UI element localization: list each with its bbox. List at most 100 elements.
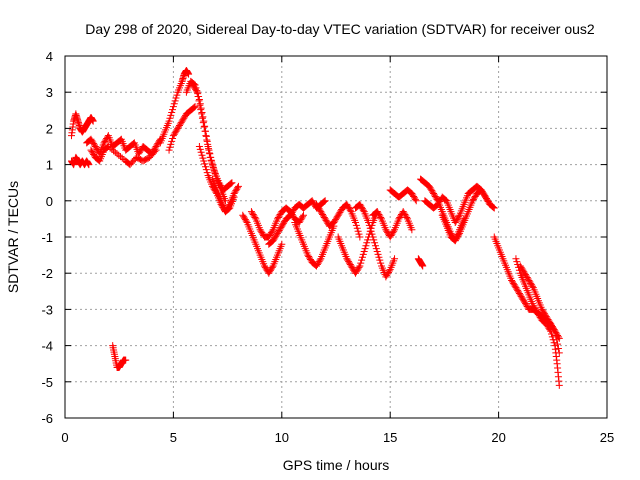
data-point [513, 258, 521, 266]
data-point [383, 271, 391, 279]
data-point [197, 148, 205, 156]
data-point [202, 166, 210, 174]
data-point [528, 282, 536, 290]
data-point [201, 163, 209, 171]
data-point [274, 228, 282, 236]
data-point [454, 214, 462, 222]
data-point [273, 229, 281, 237]
data-point [270, 235, 278, 243]
data-point [377, 213, 385, 221]
data-point [469, 195, 477, 203]
data-point [478, 187, 486, 195]
data-point [193, 88, 201, 96]
data-point [319, 198, 327, 206]
data-point [319, 211, 327, 219]
data-point [250, 212, 258, 220]
data-point [452, 235, 460, 243]
data-point [265, 233, 273, 241]
data-point [166, 143, 174, 151]
data-point [358, 203, 366, 211]
data-point [512, 255, 520, 263]
data-point [321, 215, 329, 223]
data-point [198, 110, 206, 118]
data-point [106, 144, 114, 152]
data-point [372, 245, 380, 253]
data-point [521, 298, 529, 306]
series-mid-1 [239, 211, 286, 277]
series-decline-b [189, 81, 236, 194]
data-point [268, 263, 276, 271]
data-point [442, 196, 450, 204]
data-point [435, 199, 443, 207]
data-point [280, 219, 288, 227]
data-point [401, 211, 409, 219]
data-point [240, 213, 248, 221]
data-point [427, 185, 435, 193]
data-point [347, 262, 355, 270]
data-point [204, 140, 212, 148]
series-mid-9 [386, 186, 420, 205]
data-point [168, 137, 176, 145]
data-point [104, 143, 112, 150]
data-point [373, 247, 381, 255]
data-point [277, 224, 285, 232]
data-point [370, 236, 378, 244]
data-point [89, 138, 97, 146]
data-point [386, 233, 394, 241]
data-point [385, 267, 393, 275]
data-point [90, 150, 98, 158]
data-point [481, 192, 489, 200]
data-point [275, 212, 283, 220]
data-point [344, 202, 352, 210]
data-point [199, 154, 207, 162]
data-point [520, 268, 528, 276]
data-point [230, 193, 238, 201]
data-point [312, 200, 320, 208]
data-point [175, 123, 183, 131]
data-point [166, 114, 174, 122]
data-point [196, 101, 204, 109]
data-point [177, 119, 185, 127]
data-point [224, 205, 232, 213]
data-point [151, 148, 159, 156]
data-points [68, 66, 563, 389]
data-point [543, 314, 551, 322]
data-point [534, 310, 542, 318]
data-point [110, 147, 118, 155]
data-point [207, 156, 215, 164]
data-point [365, 221, 373, 229]
data-point [117, 153, 125, 161]
data-point [544, 316, 552, 324]
data-point [165, 117, 173, 125]
data-point [344, 256, 352, 264]
data-point [227, 179, 235, 187]
data-point [320, 213, 328, 221]
data-point [88, 137, 96, 145]
data-point [542, 313, 550, 321]
x-axis-title: GPS time / hours [283, 457, 390, 473]
data-point [280, 218, 288, 226]
data-point [260, 262, 268, 270]
data-point [550, 339, 558, 347]
data-point [361, 245, 369, 253]
data-point [209, 162, 217, 170]
data-point [192, 87, 200, 95]
data-point [315, 205, 323, 213]
data-point [511, 282, 519, 290]
data-point [174, 124, 182, 132]
data-point [359, 206, 367, 214]
data-point [375, 253, 383, 261]
data-point [482, 193, 490, 201]
data-point [337, 207, 345, 215]
data-point [384, 268, 392, 276]
data-point [271, 234, 279, 242]
data-point [374, 209, 382, 217]
data-point [489, 203, 497, 211]
data-point [289, 207, 297, 215]
data-point [274, 213, 282, 221]
data-point [316, 206, 324, 214]
data-point [191, 84, 199, 92]
data-point [410, 192, 418, 200]
data-point [441, 195, 449, 203]
data-point [313, 202, 321, 210]
